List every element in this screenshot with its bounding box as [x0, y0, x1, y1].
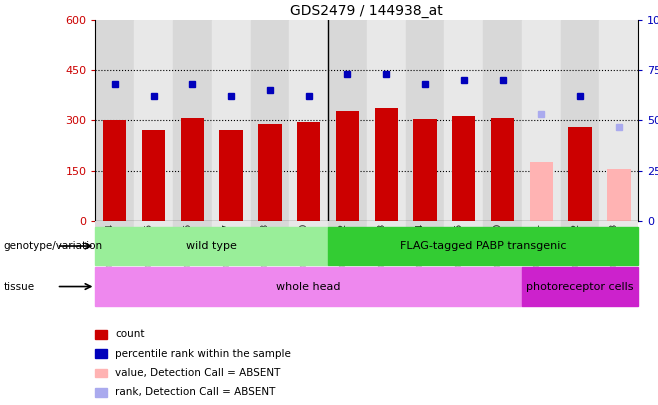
- Bar: [259, 124, 282, 221]
- Text: GSM30832: GSM30832: [338, 223, 347, 272]
- Bar: [599, 20, 638, 221]
- Bar: [103, 121, 126, 221]
- Bar: [212, 20, 251, 221]
- Text: GSM30825: GSM30825: [145, 223, 153, 272]
- Text: photoreceptor cells: photoreceptor cells: [526, 281, 634, 292]
- Text: value, Detection Call = ABSENT: value, Detection Call = ABSENT: [115, 368, 280, 378]
- Bar: [290, 221, 328, 263]
- Bar: [367, 20, 405, 221]
- Bar: [405, 20, 444, 221]
- Text: rank, Detection Call = ABSENT: rank, Detection Call = ABSENT: [115, 388, 276, 397]
- Text: tissue: tissue: [3, 281, 34, 292]
- Text: GSM30901: GSM30901: [532, 223, 542, 272]
- Bar: [561, 221, 599, 263]
- Bar: [181, 118, 204, 221]
- Bar: [452, 117, 475, 221]
- Bar: [413, 119, 437, 221]
- Text: GSM30830: GSM30830: [299, 223, 309, 272]
- Bar: [405, 221, 444, 263]
- Bar: [444, 20, 483, 221]
- Bar: [522, 221, 561, 263]
- Bar: [95, 227, 328, 265]
- Bar: [95, 267, 522, 306]
- Bar: [220, 130, 243, 221]
- Bar: [328, 227, 638, 265]
- Bar: [297, 122, 320, 221]
- Bar: [328, 20, 367, 221]
- Text: GSM30828: GSM30828: [261, 223, 270, 272]
- Text: genotype/variation: genotype/variation: [3, 241, 103, 251]
- Bar: [251, 20, 290, 221]
- Bar: [251, 221, 290, 263]
- Bar: [522, 20, 561, 221]
- Bar: [212, 221, 251, 263]
- Bar: [561, 20, 599, 221]
- Text: GSM30827: GSM30827: [222, 223, 231, 272]
- Text: GSM30824: GSM30824: [106, 223, 114, 272]
- Bar: [607, 169, 630, 221]
- Text: GSM30833: GSM30833: [377, 223, 386, 272]
- Text: GSM30826: GSM30826: [184, 223, 192, 272]
- Bar: [483, 20, 522, 221]
- Bar: [142, 130, 165, 221]
- Text: wild type: wild type: [186, 241, 237, 251]
- Bar: [95, 20, 134, 221]
- Bar: [95, 221, 134, 263]
- Title: GDS2479 / 144938_at: GDS2479 / 144938_at: [290, 4, 443, 18]
- Bar: [173, 20, 212, 221]
- Bar: [491, 118, 514, 221]
- Bar: [599, 221, 638, 263]
- Bar: [374, 109, 398, 221]
- Bar: [173, 221, 212, 263]
- Text: FLAG-tagged PABP transgenic: FLAG-tagged PABP transgenic: [400, 241, 567, 251]
- Bar: [290, 20, 328, 221]
- Bar: [134, 221, 173, 263]
- Text: GSM30835: GSM30835: [455, 223, 464, 272]
- Bar: [328, 221, 367, 263]
- Text: GSM30900: GSM30900: [494, 223, 503, 272]
- Text: GSM30903: GSM30903: [610, 223, 619, 272]
- Bar: [444, 221, 483, 263]
- Text: whole head: whole head: [276, 281, 341, 292]
- Text: GSM30834: GSM30834: [416, 223, 425, 272]
- Text: count: count: [115, 329, 145, 339]
- Bar: [483, 221, 522, 263]
- Bar: [569, 127, 592, 221]
- Text: GSM30902: GSM30902: [571, 223, 580, 272]
- Bar: [367, 221, 405, 263]
- Bar: [522, 267, 638, 306]
- Bar: [530, 162, 553, 221]
- Bar: [134, 20, 173, 221]
- Text: percentile rank within the sample: percentile rank within the sample: [115, 349, 291, 358]
- Bar: [336, 111, 359, 221]
